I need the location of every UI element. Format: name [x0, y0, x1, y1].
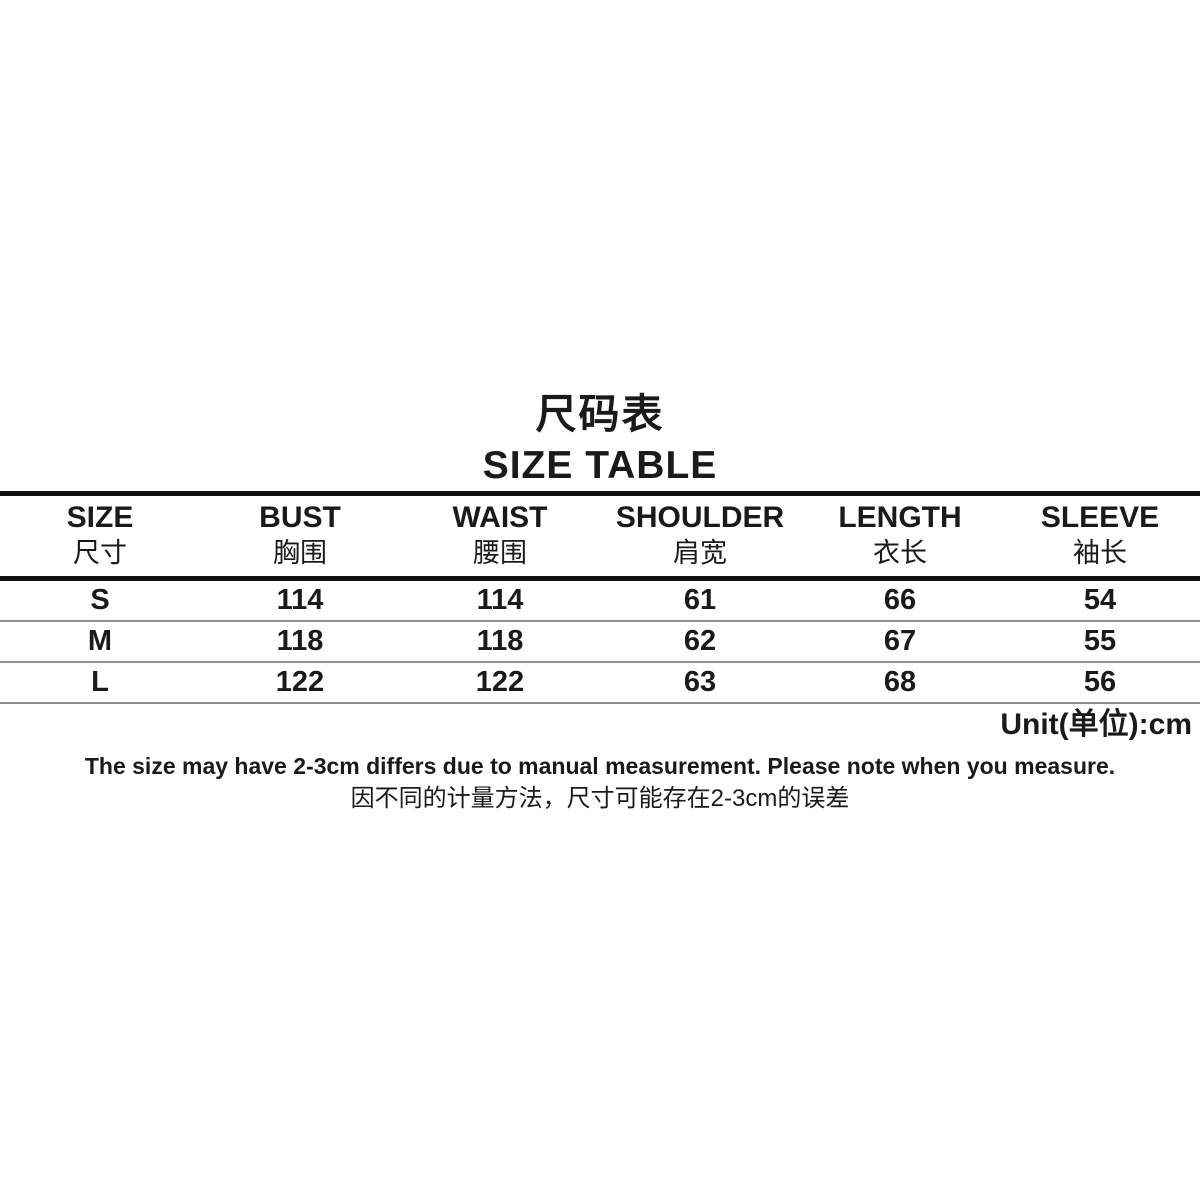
cell-sleeve: 54 [1083, 584, 1117, 616]
column-header-size-en: SIZE [66, 501, 134, 534]
column-header-length-zh: 衣长 [873, 538, 927, 568]
column-header-sleeve-zh: 袖长 [1073, 538, 1127, 568]
cell-length: 67 [883, 625, 917, 657]
column-header-sleeve: SLEEVE 袖长 [1000, 494, 1200, 579]
cell-sleeve: 55 [1083, 625, 1117, 657]
cell-bust: 114 [276, 584, 324, 616]
column-header-waist-en: WAIST [452, 501, 548, 534]
size-table: SIZE 尺寸 BUST 胸围 WAIST 腰围 SHOULDER 肩宽 LEN… [0, 491, 1200, 704]
cell-size: M [87, 625, 113, 657]
cell-length: 68 [883, 666, 917, 698]
column-header-length: LENGTH 衣长 [800, 494, 1000, 579]
column-header-size-zh: 尺寸 [73, 538, 127, 568]
cell-waist: 114 [476, 584, 524, 616]
column-header-size: SIZE 尺寸 [0, 494, 200, 579]
cell-size: S [90, 584, 110, 616]
cell-waist: 118 [476, 625, 524, 657]
unit-label: Unit(单位):cm [1000, 708, 1192, 741]
cell-shoulder: 61 [683, 584, 717, 616]
header-row: SIZE 尺寸 BUST 胸围 WAIST 腰围 SHOULDER 肩宽 LEN… [0, 494, 1200, 579]
column-header-waist: WAIST 腰围 [400, 494, 600, 579]
column-header-bust-en: BUST [259, 501, 341, 534]
cell-length: 66 [883, 584, 917, 616]
page-title-zh: 尺码表 [535, 391, 665, 437]
column-header-shoulder: SHOULDER 肩宽 [600, 494, 800, 579]
column-header-shoulder-en: SHOULDER [615, 501, 785, 534]
column-header-waist-zh: 腰围 [473, 538, 527, 568]
column-header-bust-zh: 胸围 [273, 538, 327, 568]
size-table-body: S 114 114 61 66 54 M 118 118 62 67 55 L … [0, 579, 1200, 703]
column-header-shoulder-zh: 肩宽 [673, 538, 727, 568]
measurement-note-zh: 因不同的计量方法，尺寸可能存在2-3cm的误差 [350, 785, 850, 812]
cell-shoulder: 63 [683, 666, 717, 698]
table-row-s: S 114 114 61 66 54 [0, 579, 1200, 621]
cell-sleeve: 56 [1083, 666, 1117, 698]
cell-size: L [91, 666, 109, 698]
measurement-note-en: The size may have 2-3cm differs due to m… [84, 753, 1116, 779]
table-row-l: L 122 122 63 68 56 [0, 662, 1200, 703]
column-header-sleeve-en: SLEEVE [1040, 501, 1160, 534]
column-header-bust: BUST 胸围 [200, 494, 400, 579]
cell-shoulder: 62 [683, 625, 717, 657]
cell-bust: 118 [276, 625, 324, 657]
size-table-header: SIZE 尺寸 BUST 胸围 WAIST 腰围 SHOULDER 肩宽 LEN… [0, 494, 1200, 579]
column-header-length-en: LENGTH [838, 501, 962, 534]
page-title-en: SIZE TABLE [482, 444, 718, 487]
table-row-m: M 118 118 62 67 55 [0, 621, 1200, 662]
cell-bust: 122 [275, 666, 325, 698]
cell-waist: 122 [475, 666, 525, 698]
